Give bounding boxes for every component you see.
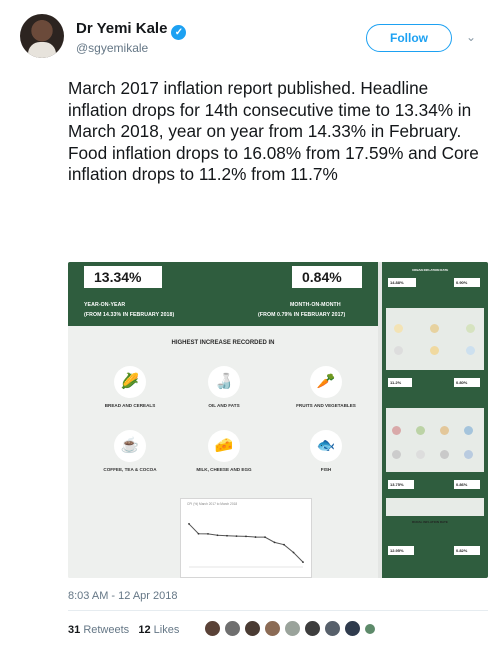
retweet-count[interactable]: 31 bbox=[68, 624, 81, 636]
food-icon bbox=[466, 324, 475, 333]
food-icon bbox=[430, 346, 439, 355]
category-label: MILK, CHEESE AND EGG bbox=[196, 467, 252, 472]
cheese-icon: 🧀 bbox=[208, 430, 240, 462]
category-fish: 🐟 FISH bbox=[288, 430, 364, 473]
cpi-point bbox=[188, 523, 190, 525]
yoy-sublabel: (FROM 14.33% IN FEBRUARY 2018) bbox=[84, 312, 175, 318]
tweet-header: Dr Yemi Kale ✓ @sgyemikale Follow ⌄ bbox=[14, 10, 486, 64]
avatar[interactable] bbox=[264, 620, 281, 637]
category-label: BREAD AND CEREALS bbox=[104, 403, 156, 408]
category-milk-cheese-egg: 🧀 MILK, CHEESE AND EGG bbox=[186, 430, 262, 473]
food-icon bbox=[392, 450, 401, 459]
urban-mom-chip: 0.90% bbox=[454, 278, 480, 287]
cpi-point bbox=[302, 561, 304, 564]
cpi-point bbox=[207, 532, 209, 535]
avatar[interactable] bbox=[324, 620, 341, 637]
infographic-main-panel: 13.34% 0.84% YEAR-ON-YEAR (FROM 14.33% I… bbox=[68, 262, 378, 578]
cpi-point bbox=[292, 551, 295, 554]
tweet-timestamp[interactable]: 8:03 AM - 12 Apr 2018 bbox=[68, 590, 178, 602]
food-icon bbox=[394, 324, 403, 333]
avatar[interactable] bbox=[224, 620, 241, 637]
urban-rate-title: URBAN INFLATION RATE bbox=[412, 268, 449, 272]
likes-label[interactable]: Likes bbox=[153, 624, 180, 636]
avatar[interactable] bbox=[244, 620, 261, 637]
avatar[interactable] bbox=[304, 620, 321, 637]
cpi-point bbox=[197, 532, 200, 535]
core-yoy-chip: 11.2% bbox=[388, 378, 412, 387]
food-icon bbox=[440, 450, 449, 459]
highest-increase-title: HIGHEST INCREASE RECORDED IN bbox=[171, 340, 275, 346]
headline-band: 13.34% 0.84% YEAR-ON-YEAR (FROM 14.33% I… bbox=[68, 262, 378, 326]
mom-value: 0.84% bbox=[292, 266, 362, 288]
cpi-point bbox=[216, 534, 219, 537]
food-icon bbox=[416, 450, 425, 459]
cpi-line-chart bbox=[188, 523, 304, 568]
food-yoy-chip: 13.75% bbox=[388, 480, 414, 489]
food-icon bbox=[464, 450, 473, 459]
corn-icon: 🌽 bbox=[114, 366, 146, 398]
category-oil-fats: 🍶 OIL AND FATS bbox=[186, 366, 262, 409]
author-name[interactable]: Dr Yemi Kale ✓ bbox=[76, 20, 187, 40]
separator-panel bbox=[386, 498, 484, 516]
cpi-point bbox=[283, 543, 285, 546]
tweet-image-infographic[interactable]: 13.34% 0.84% YEAR-ON-YEAR (FROM 14.33% I… bbox=[68, 262, 488, 578]
core-mom-chip: 0.80% bbox=[454, 378, 480, 387]
category-fruits-vegetables: 🥕 FRUITS AND VEGETABLES bbox=[288, 366, 364, 409]
chevron-down-icon[interactable]: ⌄ bbox=[466, 30, 477, 44]
category-label: OIL AND FATS bbox=[208, 403, 240, 408]
author-handle[interactable]: @sgyemikale bbox=[76, 41, 149, 55]
mom-label: MONTH-ON-MONTH bbox=[290, 302, 341, 308]
divider bbox=[68, 610, 488, 611]
yoy-label: YEAR-ON-YEAR bbox=[84, 302, 126, 308]
urban-yoy-chip: 14.88% bbox=[388, 278, 416, 287]
food-icon bbox=[394, 346, 403, 355]
avatar[interactable] bbox=[204, 620, 221, 637]
coffee-cup-icon: ☕ bbox=[114, 430, 146, 462]
category-label: FRUITS AND VEGETABLES bbox=[296, 403, 356, 408]
fish-icon: 🐟 bbox=[310, 430, 342, 462]
avatar[interactable] bbox=[284, 620, 301, 637]
food-icon bbox=[430, 324, 439, 333]
chart-title: CPI (%) March 2017 to March 2018 bbox=[187, 502, 238, 506]
oil-bottle-icon: 🍶 bbox=[208, 366, 240, 398]
cpi-point bbox=[235, 535, 238, 538]
cpi-point bbox=[226, 534, 228, 537]
infographic-side-strip: URBAN INFLATION RATE 14.88% 0.90% 11.2% … bbox=[382, 262, 488, 578]
food-icon bbox=[464, 426, 473, 435]
like-count[interactable]: 12 bbox=[138, 624, 151, 636]
cpi-point bbox=[245, 535, 247, 538]
engagement-stats: 31 Retweets 12 Likes bbox=[68, 624, 179, 636]
food-icon bbox=[392, 426, 401, 435]
follow-button[interactable]: Follow bbox=[366, 24, 452, 52]
cpi-mini-chart: CPI (%) March 2017 to March 2018 bbox=[180, 498, 312, 578]
rural-mom-chip: 0.82% bbox=[454, 546, 480, 555]
retweets-label[interactable]: Retweets bbox=[83, 624, 130, 636]
cpi-point bbox=[264, 536, 266, 539]
category-bread-cereals: 🌽 BREAD AND CEREALS bbox=[92, 366, 168, 409]
cpi-point bbox=[273, 541, 276, 544]
category-label: FISH bbox=[320, 467, 332, 472]
verified-badge-icon: ✓ bbox=[171, 25, 187, 40]
urban-categories-panel bbox=[386, 308, 484, 370]
mom-sublabel: (FROM 0.79% IN FEBRUARY 2017) bbox=[258, 312, 346, 318]
avatar[interactable] bbox=[20, 14, 64, 58]
yoy-value: 13.34% bbox=[84, 266, 162, 288]
cpi-point bbox=[254, 536, 257, 538]
food-icon bbox=[466, 346, 475, 355]
avatar[interactable] bbox=[364, 623, 376, 635]
food-icon bbox=[440, 426, 449, 435]
food-icon bbox=[416, 426, 425, 435]
rural-rate-title: RURAL INFLATION RATE bbox=[412, 520, 448, 524]
author-name-text: Dr Yemi Kale bbox=[76, 20, 168, 37]
rural-yoy-chip: 12.95% bbox=[388, 546, 414, 555]
category-coffee-tea-cocoa: ☕ COFFEE, TEA & COCOA bbox=[92, 430, 168, 473]
food-mom-chip: 0.86% bbox=[454, 480, 480, 489]
tweet-text: March 2017 inflation report published. H… bbox=[68, 78, 479, 185]
category-label: COFFEE, TEA & COCOA bbox=[103, 467, 157, 472]
avatar[interactable] bbox=[344, 620, 361, 637]
vegetables-icon: 🥕 bbox=[310, 366, 342, 398]
cpi-series-line bbox=[188, 523, 304, 563]
rural-categories-panel bbox=[386, 408, 484, 472]
